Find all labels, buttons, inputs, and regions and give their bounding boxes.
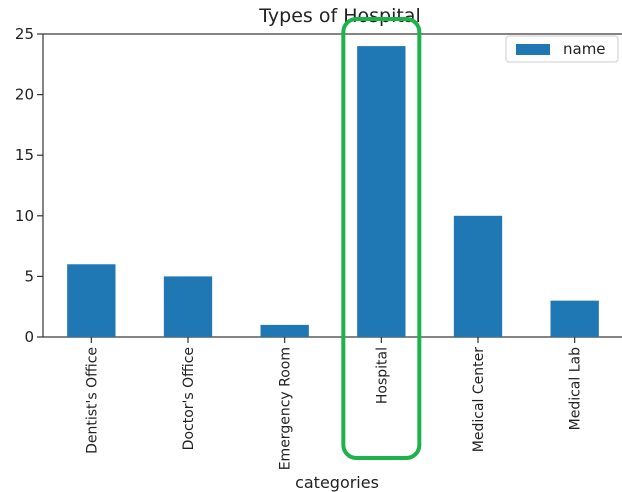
legend-label: name <box>563 40 606 58</box>
x-tick-label: Emergency Room <box>278 347 294 470</box>
x-tick-label: Doctor's Office <box>181 347 197 450</box>
x-tick-label: Medical Lab <box>568 347 584 430</box>
bar <box>357 46 406 338</box>
bar <box>260 324 309 337</box>
legend-swatch <box>516 44 550 55</box>
x-tick-label: Dentist's Office <box>84 347 100 454</box>
y-tick-label: 15 <box>15 146 34 164</box>
x-axis-label: categories <box>295 473 379 492</box>
x-axis: Dentist's Office Doctor's Office Emergency… <box>84 337 584 470</box>
highlight-box <box>341 17 422 460</box>
plot-frame <box>42 33 622 338</box>
bar <box>550 300 599 337</box>
legend-box <box>505 35 619 63</box>
legend: name <box>505 35 619 63</box>
bar <box>453 215 503 337</box>
y-tick-label: 25 <box>15 25 34 43</box>
y-tick-label: 5 <box>24 267 34 285</box>
y-axis: 0 5 10 15 20 25 <box>15 25 43 346</box>
bar <box>163 276 213 337</box>
y-tick-label: 10 <box>15 207 34 225</box>
bar <box>67 264 116 337</box>
bars <box>67 46 599 338</box>
y-tick-label: 20 <box>15 86 34 104</box>
chart-title: Types of Hospital <box>258 5 420 27</box>
x-tick-label: Hospital <box>374 347 390 404</box>
y-tick-label: 0 <box>24 328 34 346</box>
x-tick-label: Medical Center <box>471 347 487 452</box>
